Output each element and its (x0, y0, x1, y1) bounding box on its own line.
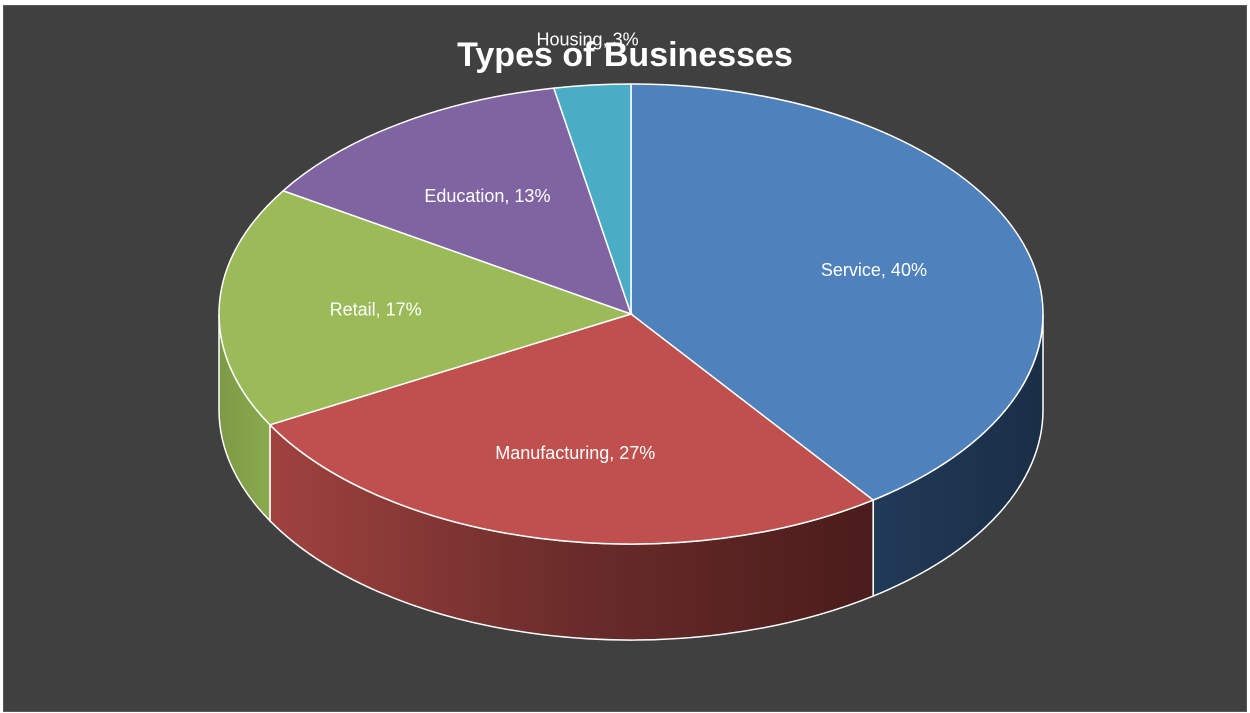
pie-slice-education (281, 87, 633, 316)
pie-slice-housing (552, 83, 632, 315)
data-label-retail: Retail, 17% (330, 300, 422, 320)
data-label-service: Service, 40% (821, 260, 927, 280)
pie-slice-manufacturing (268, 313, 875, 545)
data-label-manufacturing: Manufacturing, 27% (495, 443, 655, 463)
data-label-housing: Housing, 3% (537, 30, 639, 50)
chart-title: Types of Businesses (457, 36, 793, 74)
pie-slice-service (630, 83, 1044, 501)
pie-slice-retail (218, 189, 634, 426)
data-label-education: Education, 13% (424, 186, 550, 206)
pie-chart: Service, 40% Manufacturing, 27% Retail, 17… (218, 30, 1044, 641)
chart-area: Types of Businesses Service, 40% Manufact… (3, 5, 1247, 712)
